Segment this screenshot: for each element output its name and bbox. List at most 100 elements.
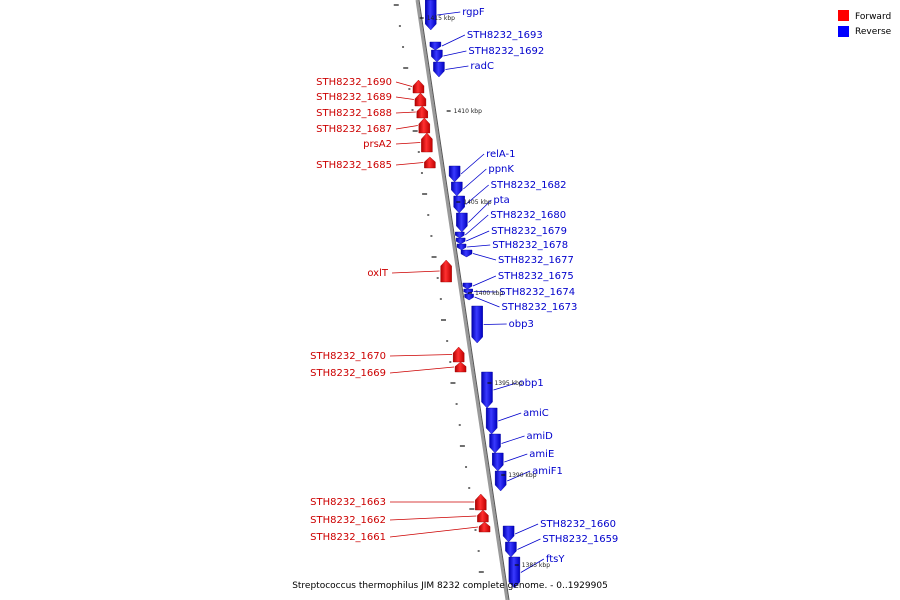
reverse-gene-arrow [429, 41, 442, 51]
forward-gene-leader [389, 354, 453, 357]
forward-gene-label: STH8232_1670 [310, 351, 386, 362]
reverse-gene-arrow [431, 49, 443, 63]
kbp-label: 1385 kbp [522, 562, 550, 569]
reverse-gene-arrow [502, 525, 515, 543]
forward-gene-leader [395, 125, 418, 130]
reverse-gene-leader [474, 296, 500, 308]
reverse-gene-leader [472, 253, 497, 261]
reverse-gene-leader [468, 199, 492, 223]
forward-gene-arrow [440, 259, 452, 283]
forward-gene-label: STH8232_1662 [310, 515, 386, 526]
forward-gene-leader [395, 142, 421, 145]
reverse-gene-leader [473, 291, 498, 293]
reverse-gene-arrow [455, 237, 466, 245]
forward-gene-leader [395, 162, 424, 166]
reverse-gene-arrow [451, 181, 463, 197]
reverse-gene-leader [506, 470, 531, 482]
forward-gene-label: STH8232_1687 [316, 124, 392, 135]
reverse-gene-label: STH8232_1673 [502, 302, 578, 313]
reverse-gene-leader [441, 34, 466, 47]
kbp-labels: 1415 kbp 1410 kbp 1405 kbp 1400 kbp 1395 kbp… [419, 15, 550, 569]
kbp-label: 1400 kbp [475, 290, 503, 297]
forward-gene-leader [389, 366, 455, 374]
reverse-gene-leader [520, 558, 545, 573]
forward-gene-arrow [424, 156, 436, 169]
forward-gene-label: oxlT [367, 268, 389, 279]
reverse-gene-arrow [460, 249, 473, 258]
reverse-gene-arrow [462, 282, 473, 290]
forward-gene-arrow [478, 521, 491, 533]
forward-gene-leader [389, 526, 479, 538]
reverse-gene-arrow [471, 305, 483, 344]
kbp-label: 1415 kbp [427, 15, 455, 22]
reverse-gene-arrow [448, 165, 461, 183]
legend-forward-label: Forward [855, 12, 891, 22]
forward-gene-leader [395, 81, 413, 87]
reverse-gene-leader [501, 435, 525, 444]
reverse-gene-label: relA-1 [486, 149, 515, 160]
map-caption: Streptococcus thermophilus JIM 8232 comp… [292, 581, 608, 591]
reverse-gene-arrow [505, 541, 517, 558]
forward-gene-arrow [418, 117, 431, 134]
reverse-gene-label: STH8232_1659 [542, 534, 618, 545]
reverse-gene-label: amiF1 [532, 466, 563, 477]
reverse-gene-leader [443, 50, 467, 57]
reverse-gene-arrow [481, 371, 493, 409]
reverse-gene-label: obp1 [519, 378, 544, 389]
forward-gene-arrow [452, 346, 465, 363]
forward-gene-arrow [416, 105, 428, 119]
reverse-gene-arrow [464, 293, 474, 301]
reverse-gene-leader [498, 412, 522, 422]
reverse-gene-label: STH8232_1677 [498, 255, 574, 266]
reverse-gene-label: STH8232_1693 [467, 30, 543, 41]
reverse-gene-label: STH8232_1679 [491, 226, 567, 237]
reverse-gene-leader [465, 230, 490, 242]
kbp-label: 1410 kbp [454, 108, 482, 115]
reverse-gene-leader [464, 214, 489, 236]
legend-reverse-label: Reverse [855, 27, 892, 37]
forward-gene-label: STH8232_1689 [316, 92, 392, 103]
forward-gene-label: prsA2 [363, 139, 392, 150]
reverse-gene-leader [437, 11, 461, 16]
forward-gene-leader [391, 270, 440, 274]
forward-gene-arrow [477, 509, 489, 523]
forward-gene-arrow [475, 493, 487, 511]
reverse-gene-arrow [456, 243, 467, 251]
reverse-gene-arrow [485, 407, 498, 435]
reverse-gene-label: pta [493, 195, 509, 206]
genome-backbone [415, 0, 509, 600]
reverse-gene-label: obp3 [509, 319, 534, 330]
reverse-gene-leader [472, 275, 497, 287]
legend-reverse-swatch [838, 26, 849, 37]
reverse-gene-arrow [492, 452, 504, 472]
kbp-label: 1395 kbp [494, 380, 522, 387]
reverse-gene-arrow [453, 195, 465, 214]
forward-gene-leader [395, 96, 414, 100]
reverse-gene-arrow [425, 0, 437, 31]
reverse-gene-label: ftsY [546, 554, 565, 565]
reverse-gene-label: STH8232_1682 [491, 180, 567, 191]
kbp-label: 1405 kbp [463, 199, 491, 206]
genome-backbone-shadow [418, 0, 510, 600]
reverse-gene-label: amiE [529, 449, 554, 460]
forward-gene-arrow [414, 92, 427, 107]
reverse-gene-leader [504, 453, 528, 463]
legend-forward-swatch [838, 10, 849, 21]
reverse-gene-leader [493, 382, 517, 391]
forward-gene-leader [395, 111, 416, 114]
forward-gene-label: STH8232_1661 [310, 532, 386, 543]
reverse-gene-label: STH8232_1660 [540, 519, 616, 530]
reverse-gene-leader [483, 323, 507, 325]
reverse-gene-arrow [455, 231, 465, 239]
reverse-gene-leader [460, 153, 485, 175]
legend: Forward Reverse [838, 10, 892, 37]
reverse-gene-leader [467, 244, 491, 248]
reverse-gene-label: STH8232_1680 [490, 210, 566, 221]
reverse-gene-label: amiC [523, 408, 549, 419]
forward-gene-label: STH8232_1669 [310, 368, 386, 379]
reverse-gene-leader [445, 65, 469, 70]
forward-gene-label: STH8232_1688 [316, 108, 392, 119]
reverse-gene-label: STH8232_1692 [468, 46, 544, 57]
reverse-gene-arrow [494, 470, 507, 492]
